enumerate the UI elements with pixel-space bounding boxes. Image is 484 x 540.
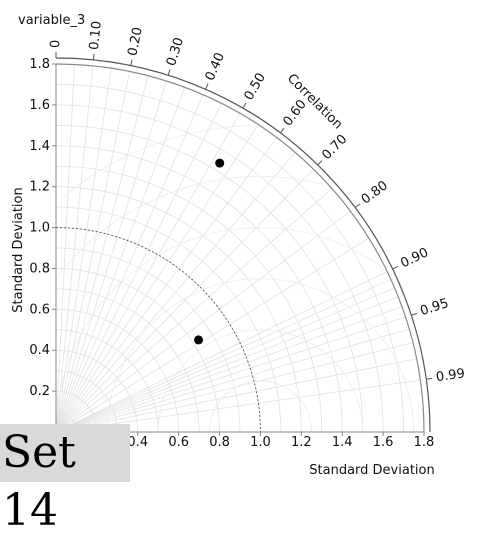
- correlation-grid-line: [55, 379, 421, 433]
- rms-arc: [55, 227, 387, 433]
- rms-arc: [157, 329, 364, 433]
- correlation-tick-label: 0.99: [435, 366, 466, 385]
- x-tick-label: 1.6: [373, 435, 394, 450]
- rms-arc: [63, 125, 250, 198]
- y-tick-label: 0.2: [29, 384, 50, 399]
- correlation-tick-label: 0.80: [359, 178, 391, 207]
- grid: [55, 64, 421, 433]
- correlation-tick: [279, 127, 285, 134]
- correlation-tick-label: 0.95: [418, 296, 450, 319]
- correlation-grid-line: [55, 65, 94, 433]
- correlation-grid-line: [55, 296, 399, 433]
- reference-std-arc: [55, 227, 261, 433]
- correlation-grid-line: [55, 279, 392, 433]
- std-grid-arc: [55, 104, 384, 433]
- correlation-tick-label: 0.40: [203, 51, 228, 84]
- correlation-grid-line: [55, 71, 130, 433]
- rms-arc: [58, 175, 323, 275]
- correlation-tick-label: 0.90: [398, 245, 431, 271]
- correlation-tick: [130, 59, 133, 66]
- correlation-tick: [92, 53, 95, 60]
- x-tick-label: 0.4: [127, 435, 148, 450]
- correlation-grid-line: [55, 358, 417, 433]
- correlation-grid-line: [55, 80, 167, 433]
- std-grid-arc: [55, 206, 282, 433]
- correlation-tick: [354, 203, 361, 209]
- std-grid-arc: [55, 268, 220, 433]
- x-tick-label: 1.8: [414, 435, 435, 450]
- std-grid-arc: [55, 145, 343, 433]
- y-tick-label: 0.4: [29, 343, 50, 358]
- correlation-tick-label: 0.70: [319, 132, 350, 163]
- correlation-tick: [392, 265, 399, 270]
- panel-label: Set 14: [0, 424, 130, 536]
- std-grid-arc: [55, 165, 323, 433]
- correlation-tick: [242, 102, 247, 109]
- std-grid-arc: [55, 124, 364, 433]
- x-tick-label: 0.6: [168, 435, 189, 450]
- y-tick-label: 1.0: [29, 221, 50, 236]
- correlation-grid-line: [55, 75, 149, 433]
- rms-arc: [106, 278, 415, 433]
- correlation-grid-line: [55, 328, 410, 433]
- y-tick-label: 1.2: [29, 180, 50, 195]
- std-grid-arc: [55, 84, 404, 433]
- rms-arc: [208, 380, 312, 433]
- std-grid-arc: [55, 186, 302, 433]
- y-tick-label: 1.4: [29, 139, 50, 154]
- x-tick-label: 1.0: [250, 435, 271, 450]
- x-tick-label: 1.4: [332, 435, 353, 450]
- correlation-tick: [411, 312, 418, 316]
- correlation-grid-line: [55, 124, 259, 433]
- std-grid-arc: [55, 308, 180, 433]
- y-tick-label: 1.8: [29, 57, 50, 72]
- correlation-axis-arc: [55, 57, 431, 433]
- correlation-grid-line: [55, 210, 351, 433]
- correlation-grid-line: [55, 113, 241, 433]
- y-tick-label: 0.8: [29, 261, 50, 276]
- std-grid-arc: [55, 227, 261, 433]
- correlation-tick-label: 0: [49, 40, 64, 48]
- correlation-grid-line: [55, 237, 370, 433]
- correlation-grid-line: [55, 287, 395, 433]
- std-grid-arc: [55, 329, 159, 433]
- data-point: [215, 158, 225, 168]
- y-axis-title: Standard Deviation: [11, 187, 26, 312]
- correlation-tick: [317, 160, 323, 166]
- std-grid-arc: [55, 288, 200, 433]
- outer-arc: [55, 63, 425, 433]
- chart-title: variable_3: [18, 13, 85, 28]
- correlation-tick-label: 0.10: [87, 20, 105, 50]
- x-axis-title: Standard Deviation: [309, 463, 434, 478]
- data-points: [194, 158, 225, 345]
- correlation-tick: [205, 83, 209, 90]
- correlation-grid-line: [55, 64, 75, 433]
- correlation-tick: [167, 69, 171, 76]
- correlation-grid-line: [55, 168, 314, 433]
- correlation-grid-line: [55, 94, 204, 433]
- correlation-grid-line: [55, 152, 296, 433]
- correlation-tick-label: 0.30: [164, 36, 187, 68]
- x-tick-label: 0.8: [209, 435, 230, 450]
- data-point: [194, 335, 203, 345]
- correlation-tick-label: 0.20: [125, 26, 145, 57]
- correlation-grid-line: [55, 87, 186, 433]
- correlation-tick: [426, 377, 433, 380]
- std-grid-arc: [55, 247, 241, 433]
- std-grid-arc: [55, 370, 118, 433]
- y-tick-label: 1.6: [29, 98, 50, 113]
- correlation-grid-line: [55, 271, 388, 433]
- correlation-grid-line: [55, 316, 406, 433]
- correlation-grid-line: [55, 137, 278, 433]
- y-tick-label: 0.6: [29, 302, 50, 317]
- correlation-grid-line: [55, 306, 403, 433]
- x-tick-label: 1.2: [291, 435, 312, 450]
- correlation-grid-line: [55, 342, 414, 433]
- taylor-diagram: variable_3 0.20.20.40.40.60.60.80.81.01.…: [11, 13, 466, 478]
- correlation-tick-label: 0.50: [242, 71, 269, 104]
